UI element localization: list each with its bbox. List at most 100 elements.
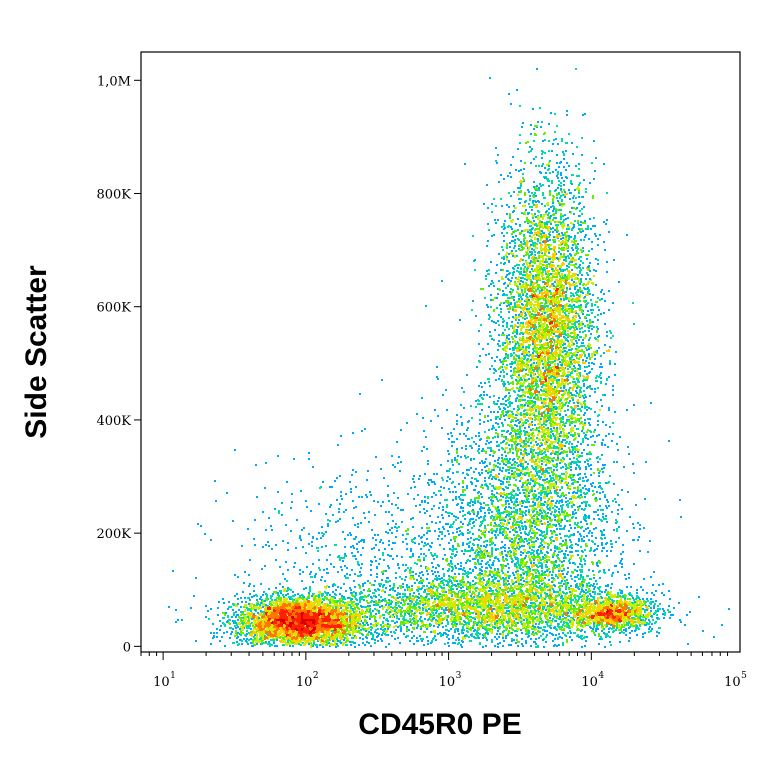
event-dot <box>220 625 222 627</box>
event-dot <box>275 626 277 628</box>
event-dot <box>525 480 527 482</box>
event-dot <box>339 616 341 618</box>
event-dot <box>292 630 294 632</box>
event-dot <box>562 262 564 264</box>
event-dot <box>329 635 331 637</box>
event-dot <box>240 632 242 634</box>
event-dot <box>299 606 301 608</box>
event-dot <box>226 621 228 623</box>
event-dot <box>525 209 527 211</box>
event-dot <box>366 622 368 624</box>
event-dot <box>337 633 339 635</box>
event-dot <box>558 358 560 360</box>
event-dot <box>338 619 340 621</box>
event-dot <box>233 642 235 644</box>
event-dot <box>235 632 237 634</box>
event-dot <box>569 382 571 384</box>
event-dot <box>578 192 580 194</box>
event-dot <box>555 138 557 140</box>
event-dot <box>552 143 554 145</box>
event-dot <box>569 387 571 389</box>
event-dot <box>565 150 567 152</box>
event-dot <box>236 637 238 639</box>
event-dot <box>563 189 565 191</box>
event-dot <box>275 633 277 635</box>
event-dot <box>327 592 329 594</box>
event-dot <box>579 182 581 184</box>
event-dot <box>560 174 562 176</box>
event-dot <box>309 589 311 591</box>
event-dot <box>309 623 311 625</box>
event-dot <box>517 322 519 324</box>
event-dot <box>309 634 311 636</box>
event-dot <box>293 606 295 608</box>
event-dot <box>292 620 294 622</box>
event-dot <box>268 618 270 620</box>
event-dot <box>316 646 318 648</box>
event-dot <box>542 259 544 261</box>
event-dot <box>588 339 590 341</box>
event-dot <box>506 259 508 261</box>
event-dot <box>515 314 517 316</box>
event-dot <box>594 316 596 318</box>
event-dot <box>324 637 326 639</box>
event-dot <box>577 488 579 490</box>
event-dot <box>263 591 265 593</box>
event-dot <box>362 628 364 630</box>
event-dot <box>562 215 564 217</box>
event-dot <box>490 261 492 263</box>
event-dot <box>529 235 531 237</box>
event-dot <box>575 263 577 265</box>
event-dot <box>557 308 559 310</box>
event-dot <box>509 363 511 365</box>
event-dot <box>488 318 490 320</box>
event-dot <box>285 616 287 618</box>
event-dot <box>503 381 505 383</box>
event-dot <box>347 640 349 642</box>
event-dot <box>333 596 335 598</box>
event-dot <box>520 300 522 302</box>
event-dot <box>530 124 532 126</box>
event-dot <box>530 260 532 262</box>
event-dot <box>273 626 275 628</box>
event-dot <box>322 630 324 632</box>
event-dot <box>322 594 324 596</box>
event-dot <box>573 299 575 301</box>
event-dot <box>380 624 382 626</box>
event-dot <box>553 139 555 141</box>
event-dot <box>238 643 240 645</box>
event-dot <box>527 374 529 376</box>
event-dot <box>358 644 360 646</box>
event-dot <box>213 636 215 638</box>
event-dot <box>542 218 544 220</box>
event-dot <box>552 305 554 307</box>
event-dot <box>366 616 368 618</box>
event-dot <box>263 623 265 625</box>
event-dot <box>242 623 244 625</box>
event-dot <box>597 306 599 308</box>
event-dot <box>327 616 329 618</box>
event-dot <box>568 443 570 445</box>
event-dot <box>495 205 497 207</box>
event-dot <box>544 306 546 308</box>
event-dot <box>597 259 599 261</box>
event-dot <box>556 197 558 199</box>
event-dot <box>498 406 500 408</box>
event-dot <box>518 191 520 193</box>
event-dot <box>556 469 558 471</box>
event-dot <box>556 125 558 127</box>
event-dot <box>359 615 361 617</box>
event-dot <box>574 367 576 369</box>
event-dot <box>552 273 554 275</box>
event-dot <box>612 335 614 337</box>
event-dot <box>554 331 556 333</box>
event-dot <box>266 627 268 629</box>
event-dot <box>550 435 552 437</box>
event-dot <box>269 612 271 614</box>
event-dot <box>308 592 310 594</box>
event-dot <box>319 644 321 646</box>
event-dot <box>250 608 252 610</box>
event-dot <box>569 451 571 453</box>
event-dot <box>528 191 530 193</box>
event-dot <box>536 437 538 439</box>
